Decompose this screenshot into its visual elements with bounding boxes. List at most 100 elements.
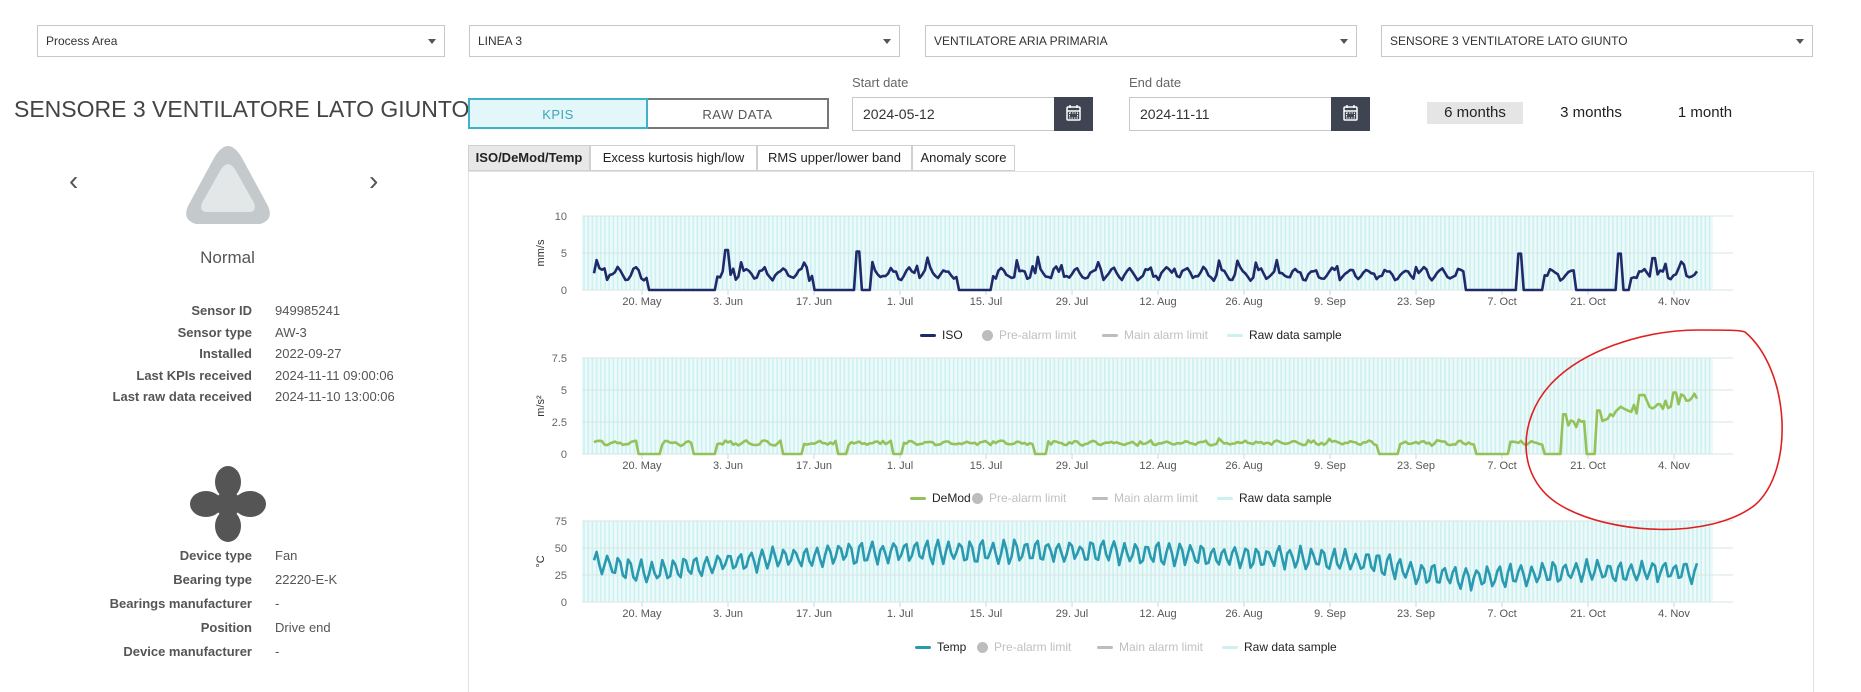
legend-swatch xyxy=(1227,334,1243,338)
x-tick-label: 15. Jul xyxy=(970,608,1002,620)
legend-item[interactable]: DeMod xyxy=(910,491,971,505)
sensor-value: SENSORE 3 VENTILATORE LATO GIUNTO xyxy=(1390,34,1628,48)
process-area-value: Process Area xyxy=(46,34,118,48)
sensor-info-value: 2024-11-11 09:00:06 xyxy=(275,367,394,383)
x-tick-label: 1. Jul xyxy=(887,608,913,620)
legend-label: Pre-alarm limit xyxy=(989,491,1067,505)
legend-item[interactable]: Pre-alarm limit xyxy=(982,328,1076,342)
x-tick-label: 9. Sep xyxy=(1314,608,1346,620)
x-tick-label: 7. Oct xyxy=(1487,608,1516,620)
legend-label: Main alarm limit xyxy=(1124,328,1209,342)
x-tick-label: 17. Jun xyxy=(796,460,832,472)
legend-item[interactable]: Main alarm limit xyxy=(1092,491,1198,505)
raw-data-sample-band xyxy=(582,358,1713,454)
tab-rms-band[interactable]: RMS upper/lower band xyxy=(757,145,912,171)
raw-data-toggle-button[interactable]: RAW DATA xyxy=(648,98,829,129)
legend-item[interactable]: Raw data sample xyxy=(1227,328,1342,342)
chart-panel xyxy=(468,171,1814,692)
legend-item[interactable]: Pre-alarm limit xyxy=(977,640,1071,654)
range-1-month-button[interactable]: 1 month xyxy=(1677,104,1733,121)
sensor-info-label: Sensor ID xyxy=(191,303,252,318)
legend-item[interactable]: Main alarm limit xyxy=(1097,640,1203,654)
legend-label: Temp xyxy=(937,640,967,654)
device-info-label: Bearing type xyxy=(173,572,252,587)
legend-label: Raw data sample xyxy=(1239,491,1332,505)
chevron-down-icon xyxy=(883,39,891,44)
range-6-months-button[interactable]: 6 months xyxy=(1427,102,1523,124)
legend-item[interactable]: ISO xyxy=(920,328,963,342)
legend-item[interactable]: Raw data sample xyxy=(1222,640,1337,654)
x-tick-label: 23. Sep xyxy=(1397,608,1435,620)
legend-swatch xyxy=(1102,334,1118,338)
sensor-info-value: 2022-09-27 xyxy=(275,346,342,361)
start-date-calendar-button[interactable] xyxy=(1054,97,1093,131)
x-tick-label: 15. Jul xyxy=(970,460,1002,472)
sensor-dropdown[interactable]: SENSORE 3 VENTILATORE LATO GIUNTO xyxy=(1381,25,1813,57)
x-tick-label: 1. Jul xyxy=(887,460,913,472)
x-tick-label: 17. Jun xyxy=(796,296,832,308)
chevron-right-icon[interactable]: › xyxy=(369,165,379,196)
x-tick-label: 3. Jun xyxy=(713,296,743,308)
y-axis-label: °C xyxy=(535,555,547,567)
x-tick-label: 15. Jul xyxy=(970,296,1002,308)
legend-swatch xyxy=(915,646,931,650)
line-value: LINEA 3 xyxy=(478,34,523,48)
x-tick-label: 4. Nov xyxy=(1658,460,1690,472)
series-line-iso xyxy=(592,248,1699,292)
x-tick-label: 7. Oct xyxy=(1487,296,1516,308)
y-tick-label: 10 xyxy=(555,211,567,223)
x-tick-label: 20. May xyxy=(622,608,662,620)
tab-excess-kurtosis[interactable]: Excess kurtosis high/low xyxy=(590,145,757,171)
chevron-left-icon[interactable]: ‹ xyxy=(69,165,79,196)
legend-label: Pre-alarm limit xyxy=(994,640,1072,654)
legend-label: Raw data sample xyxy=(1244,640,1337,654)
line-dropdown[interactable]: LINEA 3 xyxy=(469,25,900,57)
y-tick-label: 0 xyxy=(561,597,567,609)
y-tick-label: 75 xyxy=(555,516,567,528)
annotation-circle xyxy=(1525,329,1783,531)
x-tick-label: 29. Jul xyxy=(1056,296,1088,308)
legend-swatch xyxy=(1092,497,1108,501)
calendar-icon xyxy=(1343,105,1358,121)
x-tick-label: 12. Aug xyxy=(1139,460,1176,472)
legend-swatch xyxy=(910,497,926,501)
x-tick-label: 21. Oct xyxy=(1570,608,1605,620)
sensor-info-label: Sensor type xyxy=(177,324,252,340)
legend-swatch xyxy=(972,493,983,505)
calendar-icon xyxy=(1066,105,1081,121)
legend-swatch xyxy=(977,642,988,654)
process-area-dropdown[interactable]: Process Area xyxy=(37,25,445,57)
chart-temp: 0 25 50 75 °C 20. May 3. Jun 17. Jun 1. Jul 15. J… xyxy=(535,516,1733,620)
device-dropdown[interactable]: VENTILATORE ARIA PRIMARIA xyxy=(925,25,1357,57)
tab-iso-demod-temp[interactable]: ISO/DeMod/Temp xyxy=(468,145,590,171)
series-line-temp xyxy=(592,538,1699,592)
x-tick-label: 12. Aug xyxy=(1139,296,1176,308)
legend-label: Pre-alarm limit xyxy=(999,328,1077,342)
legend-swatch xyxy=(1217,497,1233,501)
legend-item[interactable]: Temp xyxy=(915,640,966,654)
sensor-info-label: Last KPIs received xyxy=(136,367,252,383)
legend-item[interactable]: Pre-alarm limit xyxy=(972,491,1066,505)
kpis-toggle-button[interactable]: KPIS xyxy=(468,98,648,129)
legend-swatch xyxy=(982,330,993,342)
legend-item[interactable]: Main alarm limit xyxy=(1102,328,1208,342)
device-info-label: Position xyxy=(200,620,252,635)
series-line-demod xyxy=(593,391,1699,456)
range-3-months-button[interactable]: 3 months xyxy=(1560,104,1622,121)
y-tick-label: 0 xyxy=(561,285,567,297)
start-date-input[interactable]: 2024-05-12 xyxy=(852,97,1055,131)
device-info-value: 22220-E-K xyxy=(275,572,338,587)
legend-label: ISO xyxy=(942,328,963,342)
end-date-input[interactable]: 2024-11-11 xyxy=(1129,97,1332,131)
x-tick-label: 3. Jun xyxy=(713,460,743,472)
end-date-calendar-button[interactable] xyxy=(1331,97,1370,131)
sensor-info-label: Last raw data received xyxy=(112,389,252,404)
x-tick-label: 20. May xyxy=(622,460,662,472)
device-info-value: Fan xyxy=(275,548,298,563)
x-tick-label: 23. Sep xyxy=(1397,460,1435,472)
x-tick-label: 12. Aug xyxy=(1139,608,1176,620)
legend-item[interactable]: Raw data sample xyxy=(1217,491,1332,505)
tab-anomaly-score[interactable]: Anomaly score xyxy=(912,145,1015,171)
legend-swatch xyxy=(1097,646,1113,650)
